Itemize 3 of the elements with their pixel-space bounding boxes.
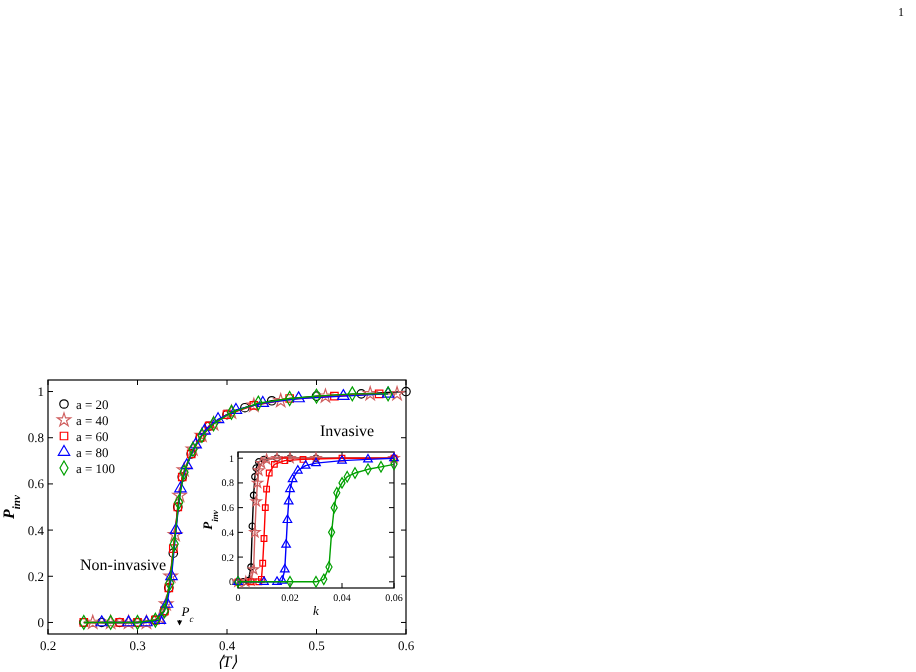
annotation: Invasive [320, 422, 376, 440]
x-axis-title: ⟨T⟩ [216, 653, 240, 671]
annotation: Non-invasive [80, 556, 168, 574]
